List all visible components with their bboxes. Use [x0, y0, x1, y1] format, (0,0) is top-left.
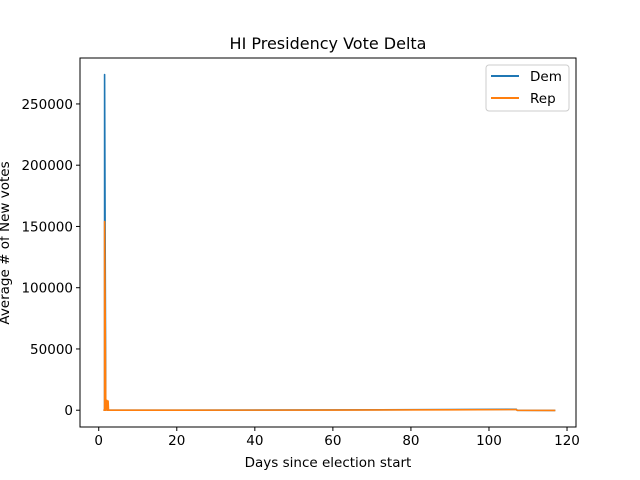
- plot-frame: [79, 57, 577, 428]
- x-tick-label: 100: [476, 433, 502, 449]
- y-tick-label: 200000: [21, 158, 73, 174]
- series-line-dem: [103, 73, 556, 412]
- x-tick-label: 0: [94, 433, 103, 449]
- x-tick-label: 40: [246, 433, 263, 449]
- x-tick-label: 20: [168, 433, 185, 449]
- y-tick-label: 50000: [30, 342, 73, 358]
- chart-title: HI Presidency Vote Delta: [230, 34, 427, 53]
- y-tick-label: 0: [64, 403, 73, 419]
- series-line-rep: [103, 220, 556, 412]
- x-axis-label: Days since election start: [245, 455, 412, 471]
- y-tick-label: 250000: [21, 97, 73, 113]
- x-tick-label: 60: [324, 433, 341, 449]
- y-axis-label: Average # of New votes: [0, 161, 13, 324]
- y-tick-label: 100000: [21, 281, 73, 297]
- x-tick-label: 80: [402, 433, 419, 449]
- plot-series: [103, 73, 556, 412]
- legend-label-rep: Rep: [530, 91, 556, 107]
- y-tick-label: 150000: [21, 219, 73, 235]
- x-axis-ticks: 0 20 40 60 80 100 120: [94, 427, 580, 449]
- legend: Dem Rep: [485, 64, 570, 112]
- x-tick-label: 120: [554, 433, 580, 449]
- legend-label-dem: Dem: [530, 69, 562, 85]
- y-axis-ticks: 0 50000 100000 150000 200000 250000: [21, 97, 80, 419]
